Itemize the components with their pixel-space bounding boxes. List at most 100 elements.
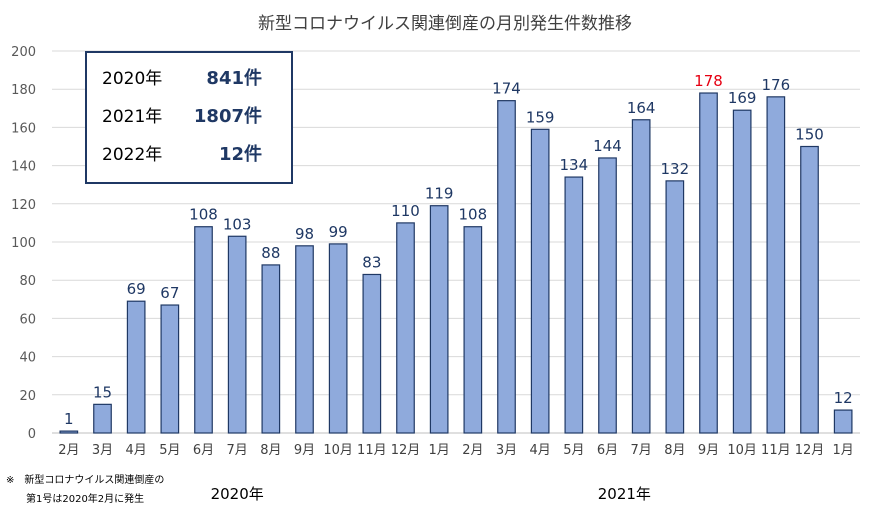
bar (362, 273, 382, 434)
x-tick-label: 8月 (664, 443, 685, 458)
data-label: 98 (295, 225, 314, 243)
bar (429, 205, 449, 434)
x-axis-ticks: 2月 3月 4月 5月 6月 7月 8月 9月 10月 11月 12月 1月 2月 3月 4月 5月 6月 7月 8… (58, 443, 854, 458)
data-label: 132 (661, 160, 690, 178)
x-tick-label: 9月 (294, 443, 315, 458)
x-tick-label: 11月 (761, 443, 791, 458)
x-tick-label: 8月 (260, 443, 281, 458)
data-label: 174 (492, 80, 521, 98)
bar (194, 226, 213, 434)
y-tick-label: 140 (11, 160, 36, 175)
data-label: 108 (459, 206, 488, 224)
x-tick-label: 7月 (631, 443, 652, 458)
data-label: 1 (64, 410, 74, 428)
x-tick-label: 5月 (563, 443, 584, 458)
data-label: 108 (189, 206, 218, 224)
bar (463, 226, 483, 434)
x-tick-label: 2月 (462, 443, 483, 458)
data-label: 12 (834, 389, 853, 407)
x-tick-label: 7月 (227, 443, 248, 458)
x-tick-label: 4月 (126, 443, 147, 458)
data-label: 169 (728, 89, 757, 107)
summary-year-2021: 2021年 (102, 107, 162, 127)
x-tick-label: 11月 (357, 443, 387, 458)
bar (126, 300, 146, 434)
bar (328, 243, 348, 434)
summary-value-2022: 12件 (219, 143, 262, 165)
y-tick-label: 0 (28, 427, 36, 442)
bar (732, 109, 752, 434)
bar (295, 245, 314, 434)
summary-value-2020: 841件 (206, 67, 262, 89)
y-tick-label: 20 (19, 389, 36, 404)
summary-value-2021: 1807件 (194, 105, 262, 127)
x-tick-label: 3月 (92, 443, 113, 458)
bar (530, 128, 550, 434)
x-tick-label: 4月 (530, 443, 551, 458)
x-tick-label: 5月 (159, 443, 180, 458)
y-tick-label: 120 (11, 198, 36, 213)
data-label: 178 (694, 72, 723, 90)
data-label: 15 (93, 383, 112, 401)
x-tick-label: 12月 (391, 443, 421, 458)
bars (59, 92, 853, 434)
year-labels: 2020年 2021年 (211, 485, 651, 503)
data-label: 69 (127, 280, 146, 298)
summary-year-2022: 2022年 (102, 145, 162, 165)
summary-box: 2020年 841件 2021年 1807件 2022年 12件 (85, 51, 293, 184)
data-label: 67 (160, 284, 179, 302)
footnote-line-1: ※ 新型コロナウイルス関連倒産の (6, 473, 164, 486)
chart-title: 新型コロナウイルス関連倒産の月別発生件数推移 (258, 14, 632, 34)
x-tick-label: 12月 (795, 443, 825, 458)
bar (160, 304, 180, 434)
data-label: 110 (391, 202, 420, 220)
bar (227, 235, 247, 434)
year-group-label: 2021年 (598, 485, 651, 503)
bar (800, 145, 819, 434)
bar (631, 119, 651, 434)
x-tick-label: 2月 (58, 443, 79, 458)
y-axis-ticks: 0 20 40 60 80 100 120 140 160 180 200 (11, 45, 36, 442)
y-tick-label: 60 (19, 312, 36, 327)
y-tick-label: 160 (11, 121, 36, 136)
bar (598, 157, 617, 434)
bar (261, 264, 281, 434)
x-tick-label: 9月 (698, 443, 719, 458)
data-label: 99 (329, 223, 348, 241)
x-tick-label: 6月 (193, 443, 214, 458)
data-label: 119 (425, 185, 454, 203)
data-label: 176 (762, 76, 791, 94)
y-tick-label: 100 (11, 236, 36, 251)
summary-year-2020: 2020年 (102, 69, 162, 89)
x-tick-label: 6月 (597, 443, 618, 458)
y-tick-label: 180 (11, 83, 36, 98)
x-tick-label: 1月 (429, 443, 450, 458)
bar (59, 430, 79, 434)
bar (93, 403, 112, 434)
bar (497, 100, 516, 434)
bar (766, 96, 786, 434)
data-label: 144 (593, 137, 622, 155)
data-label: 164 (627, 99, 656, 117)
year-group-label: 2020年 (211, 485, 264, 503)
bar (699, 92, 718, 434)
data-label: 103 (223, 215, 252, 233)
data-label: 88 (261, 244, 280, 262)
x-tick-label: 1月 (833, 443, 854, 458)
x-tick-label: 10月 (323, 443, 353, 458)
x-tick-label: 10月 (727, 443, 757, 458)
y-tick-label: 80 (19, 274, 36, 289)
x-tick-label: 3月 (496, 443, 517, 458)
y-tick-label: 200 (11, 45, 36, 60)
bar (396, 222, 415, 434)
data-label: 159 (526, 108, 555, 126)
data-label: 134 (560, 156, 589, 174)
footnote-line-2: 第1号は2020年2月に発生 (26, 492, 144, 505)
bar (564, 176, 584, 434)
data-label: 150 (795, 126, 824, 144)
bar (665, 180, 685, 434)
y-tick-label: 40 (19, 351, 36, 366)
bar (833, 409, 853, 434)
